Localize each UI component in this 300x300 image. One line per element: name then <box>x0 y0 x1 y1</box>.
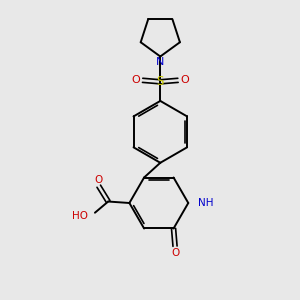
Text: N: N <box>156 57 164 67</box>
Text: O: O <box>171 248 179 258</box>
Text: O: O <box>94 175 103 185</box>
Text: O: O <box>132 75 140 85</box>
Text: O: O <box>180 75 189 85</box>
Text: NH: NH <box>198 198 213 208</box>
Text: S: S <box>157 75 164 88</box>
Text: HO: HO <box>72 211 88 221</box>
